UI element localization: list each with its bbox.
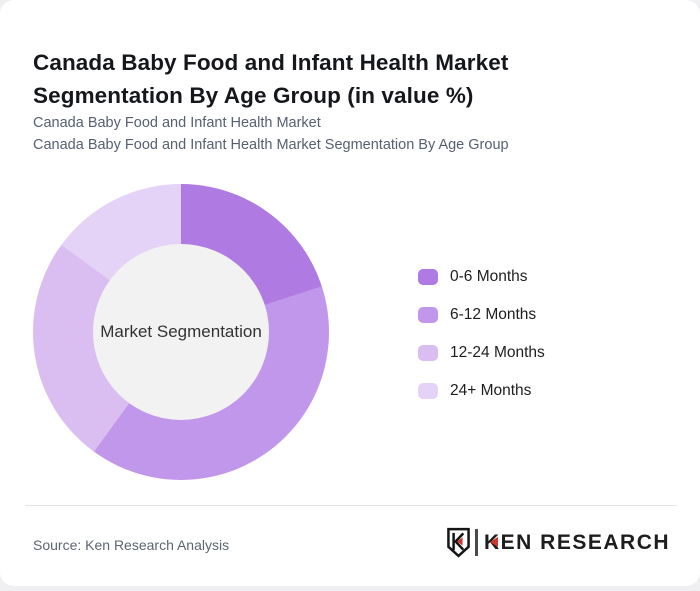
legend-label: 6-12 Months [450, 306, 537, 323]
subtitle-line-1: Canada Baby Food and Infant Health Marke… [33, 115, 321, 131]
brand-k-notch-icon [490, 536, 498, 547]
legend-swatch [418, 345, 438, 361]
footer-divider [25, 505, 677, 506]
legend-swatch [418, 383, 438, 399]
source-text: Source: Ken Research Analysis [33, 537, 230, 553]
legend-item: 6-12 Months [418, 306, 545, 323]
legend-item: 24+ Months [418, 382, 545, 399]
brand-wordmark-text: KEN RESEARCH [484, 530, 671, 554]
legend-swatch [418, 307, 438, 323]
donut-chart-area: Market Segmentation 0-6 Months 6-12 Mont… [0, 170, 700, 500]
chart-legend: 0-6 Months 6-12 Months 12-24 Months 24+ … [418, 268, 545, 421]
kenresearch-logo: KEN RESEARCH [447, 527, 670, 558]
subtitle-line-2: Canada Baby Food and Infant Health Marke… [33, 137, 509, 153]
kenresearch-shield-icon [447, 527, 470, 558]
legend-label: 0-6 Months [450, 268, 528, 285]
logo-separator [475, 529, 478, 556]
legend-label: 24+ Months [450, 382, 532, 399]
brand-wordmark: KEN RESEARCH [484, 531, 670, 555]
legend-item: 12-24 Months [418, 344, 545, 361]
donut-center: Market Segmentation [93, 244, 269, 420]
donut-chart: Market Segmentation [33, 184, 329, 480]
legend-item: 0-6 Months [418, 268, 545, 285]
page-title: Canada Baby Food and Infant Health Marke… [33, 50, 509, 109]
donut-center-label: Market Segmentation [100, 322, 262, 341]
legend-label: 12-24 Months [450, 344, 545, 361]
legend-swatch [418, 269, 438, 285]
